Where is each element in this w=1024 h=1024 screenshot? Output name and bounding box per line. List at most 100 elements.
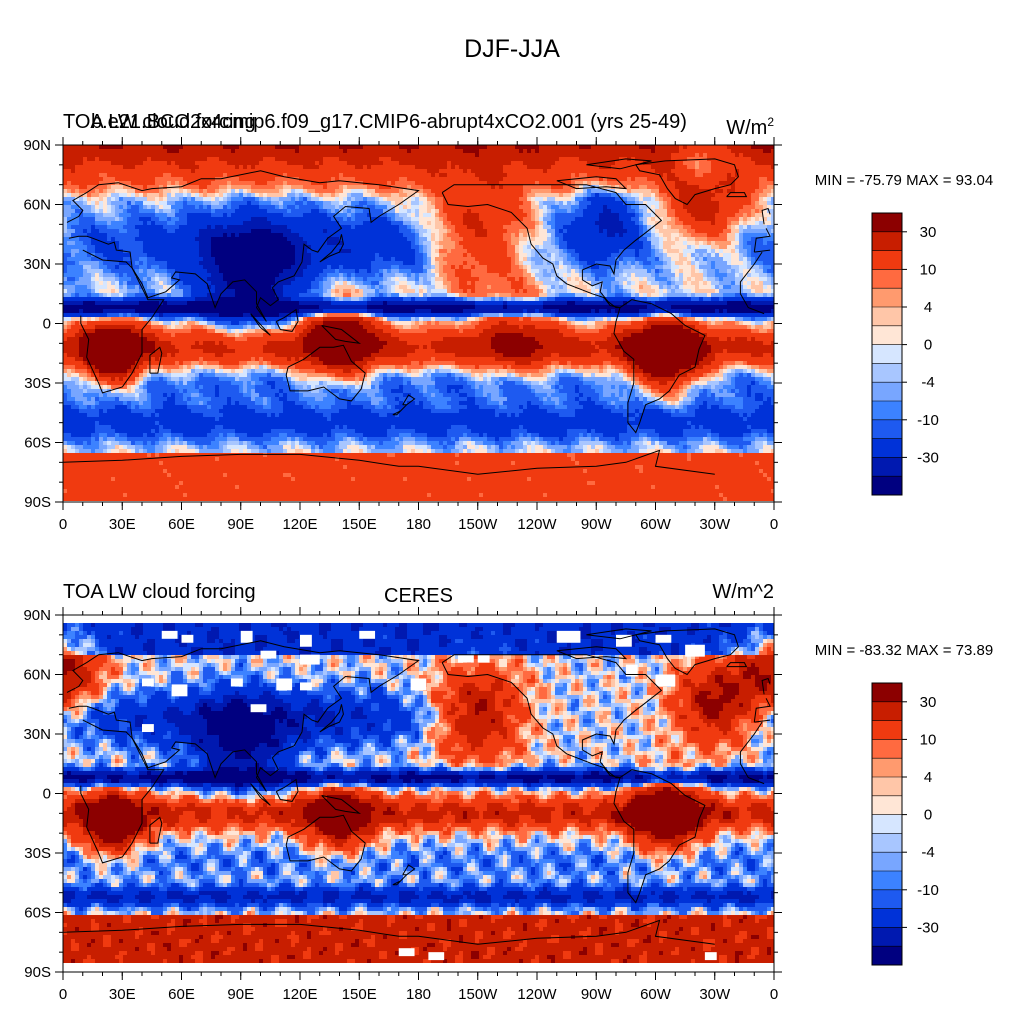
colorbar-swatch — [872, 457, 902, 477]
colorbar-swatch — [872, 946, 902, 966]
coastline-15 — [149, 346, 163, 374]
missing-data-4 — [359, 630, 376, 639]
colorbar-swatch — [872, 795, 902, 815]
colorbar-swatch — [872, 476, 902, 496]
obs-axes: 0 30E 60E 90E 120E 150E 180 150W 120W 90W 60W 30W 09… — [23, 607, 782, 1003]
colorbar-label: -10 — [917, 412, 939, 429]
colorbar-label: 4 — [924, 769, 932, 786]
colorbar-swatch — [872, 871, 902, 891]
y-tick-label: 60N — [23, 197, 51, 214]
coastline-0 — [441, 184, 663, 309]
coastline-1 — [613, 299, 706, 434]
coastline-9 — [250, 313, 271, 336]
colorbar-swatch — [872, 344, 902, 364]
coastline-14 — [392, 874, 407, 886]
colorbar-swatch — [872, 419, 902, 439]
y-tick-label: 60S — [24, 435, 51, 452]
x-tick-label: 0 — [770, 516, 778, 533]
colorbar-label: 10 — [920, 261, 937, 278]
y-tick-label: 90N — [23, 607, 51, 624]
colorbar-label: 30 — [920, 224, 937, 241]
missing-data-25 — [398, 948, 415, 957]
y-tick-label: 60S — [24, 905, 51, 922]
coastline-4 — [285, 344, 366, 402]
colorbar-swatch — [872, 438, 902, 458]
coastline-0 — [441, 654, 663, 779]
x-tick-label: 150E — [342, 516, 377, 533]
coastline-17 — [586, 158, 652, 170]
coastline-3 — [754, 719, 771, 723]
panel-title-left: TOA LW cloud forcing — [63, 581, 256, 603]
coastline-10 — [275, 308, 299, 332]
missing-data-22 — [260, 650, 277, 659]
x-tick-label: 60W — [640, 986, 672, 1003]
x-tick-label: 180 — [406, 516, 431, 533]
min-max-stats: MIN = -75.79 MAX = 93.04 — [815, 172, 993, 189]
coastline-3 — [753, 698, 771, 723]
colorbar-label: 30 — [920, 694, 937, 711]
coastline-7 — [761, 677, 771, 695]
colorbar-swatch — [872, 382, 902, 402]
x-tick-label: 150E — [342, 986, 377, 1003]
colorbar-swatch — [872, 739, 902, 759]
coastline-2 — [739, 763, 765, 785]
coastline-1 — [613, 769, 706, 904]
model-axes: 0 30E 60E 90E 120E 150E 180 150W 120W 90W 60W 30W 09… — [23, 137, 782, 533]
coastline-5 — [634, 158, 739, 206]
x-tick-label: 180 — [406, 986, 431, 1003]
coastline-3 — [66, 640, 420, 792]
obs-coastlines — [63, 628, 771, 945]
model-coastlines — [63, 158, 771, 475]
coastline-6 — [63, 453, 419, 467]
coastline-6 — [63, 923, 419, 937]
missing-data-21 — [300, 654, 320, 665]
obs-colorbar: 30 10 4 0 -4 -10 -30 — [871, 682, 939, 966]
missing-data-8 — [616, 634, 632, 647]
coastline-15 — [149, 816, 163, 844]
panel-units: W/m^2 — [712, 581, 774, 603]
y-tick-label: 0 — [43, 316, 51, 333]
colorbar-swatch — [872, 401, 902, 421]
colorbar-swatch — [872, 852, 902, 872]
x-tick-label: 120E — [282, 516, 317, 533]
colorbar-label: 4 — [924, 299, 932, 316]
coastline-9 — [250, 783, 271, 806]
panel-title-left: TOA LW cloud forcing — [63, 111, 256, 133]
missing-data-14 — [171, 684, 188, 697]
colorbar-label: 0 — [924, 807, 932, 824]
coastline-5 — [634, 628, 739, 676]
coastline-6 — [418, 449, 715, 475]
y-tick-label: 90S — [24, 494, 51, 511]
x-tick-label: 60W — [640, 516, 672, 533]
coastline-3 — [753, 228, 771, 253]
missing-data-10 — [685, 644, 705, 657]
x-tick-label: 90E — [227, 986, 254, 1003]
coastline-2 — [739, 251, 763, 294]
coastline-10 — [275, 778, 299, 802]
coastline-6 — [418, 919, 715, 945]
coastline-13 — [402, 864, 416, 876]
coastline-16 — [556, 646, 628, 660]
colorbar-swatch — [872, 213, 902, 233]
missing-data-7 — [556, 630, 581, 643]
panel-title-center: CERES — [384, 585, 453, 607]
x-tick-label: 90W — [581, 986, 613, 1003]
x-tick-label: 120E — [282, 986, 317, 1003]
colorbar-swatch — [872, 683, 902, 703]
missing-data-1 — [181, 634, 194, 643]
colorbar-swatch — [872, 269, 902, 289]
colorbar-label: -30 — [917, 449, 939, 466]
colorbar-swatch — [872, 889, 902, 909]
colorbar-label: -4 — [921, 374, 934, 391]
y-tick-label: 30N — [23, 726, 51, 743]
missing-data-17 — [300, 682, 312, 691]
x-tick-label: 0 — [770, 986, 778, 1003]
colorbar-swatch — [872, 777, 902, 797]
colorbar-label: 0 — [924, 337, 932, 354]
x-tick-label: 90E — [227, 516, 254, 533]
coastline-2 — [80, 719, 165, 864]
missing-data-5 — [410, 678, 427, 691]
missing-data-12 — [655, 674, 676, 687]
missing-data-15 — [230, 678, 243, 687]
